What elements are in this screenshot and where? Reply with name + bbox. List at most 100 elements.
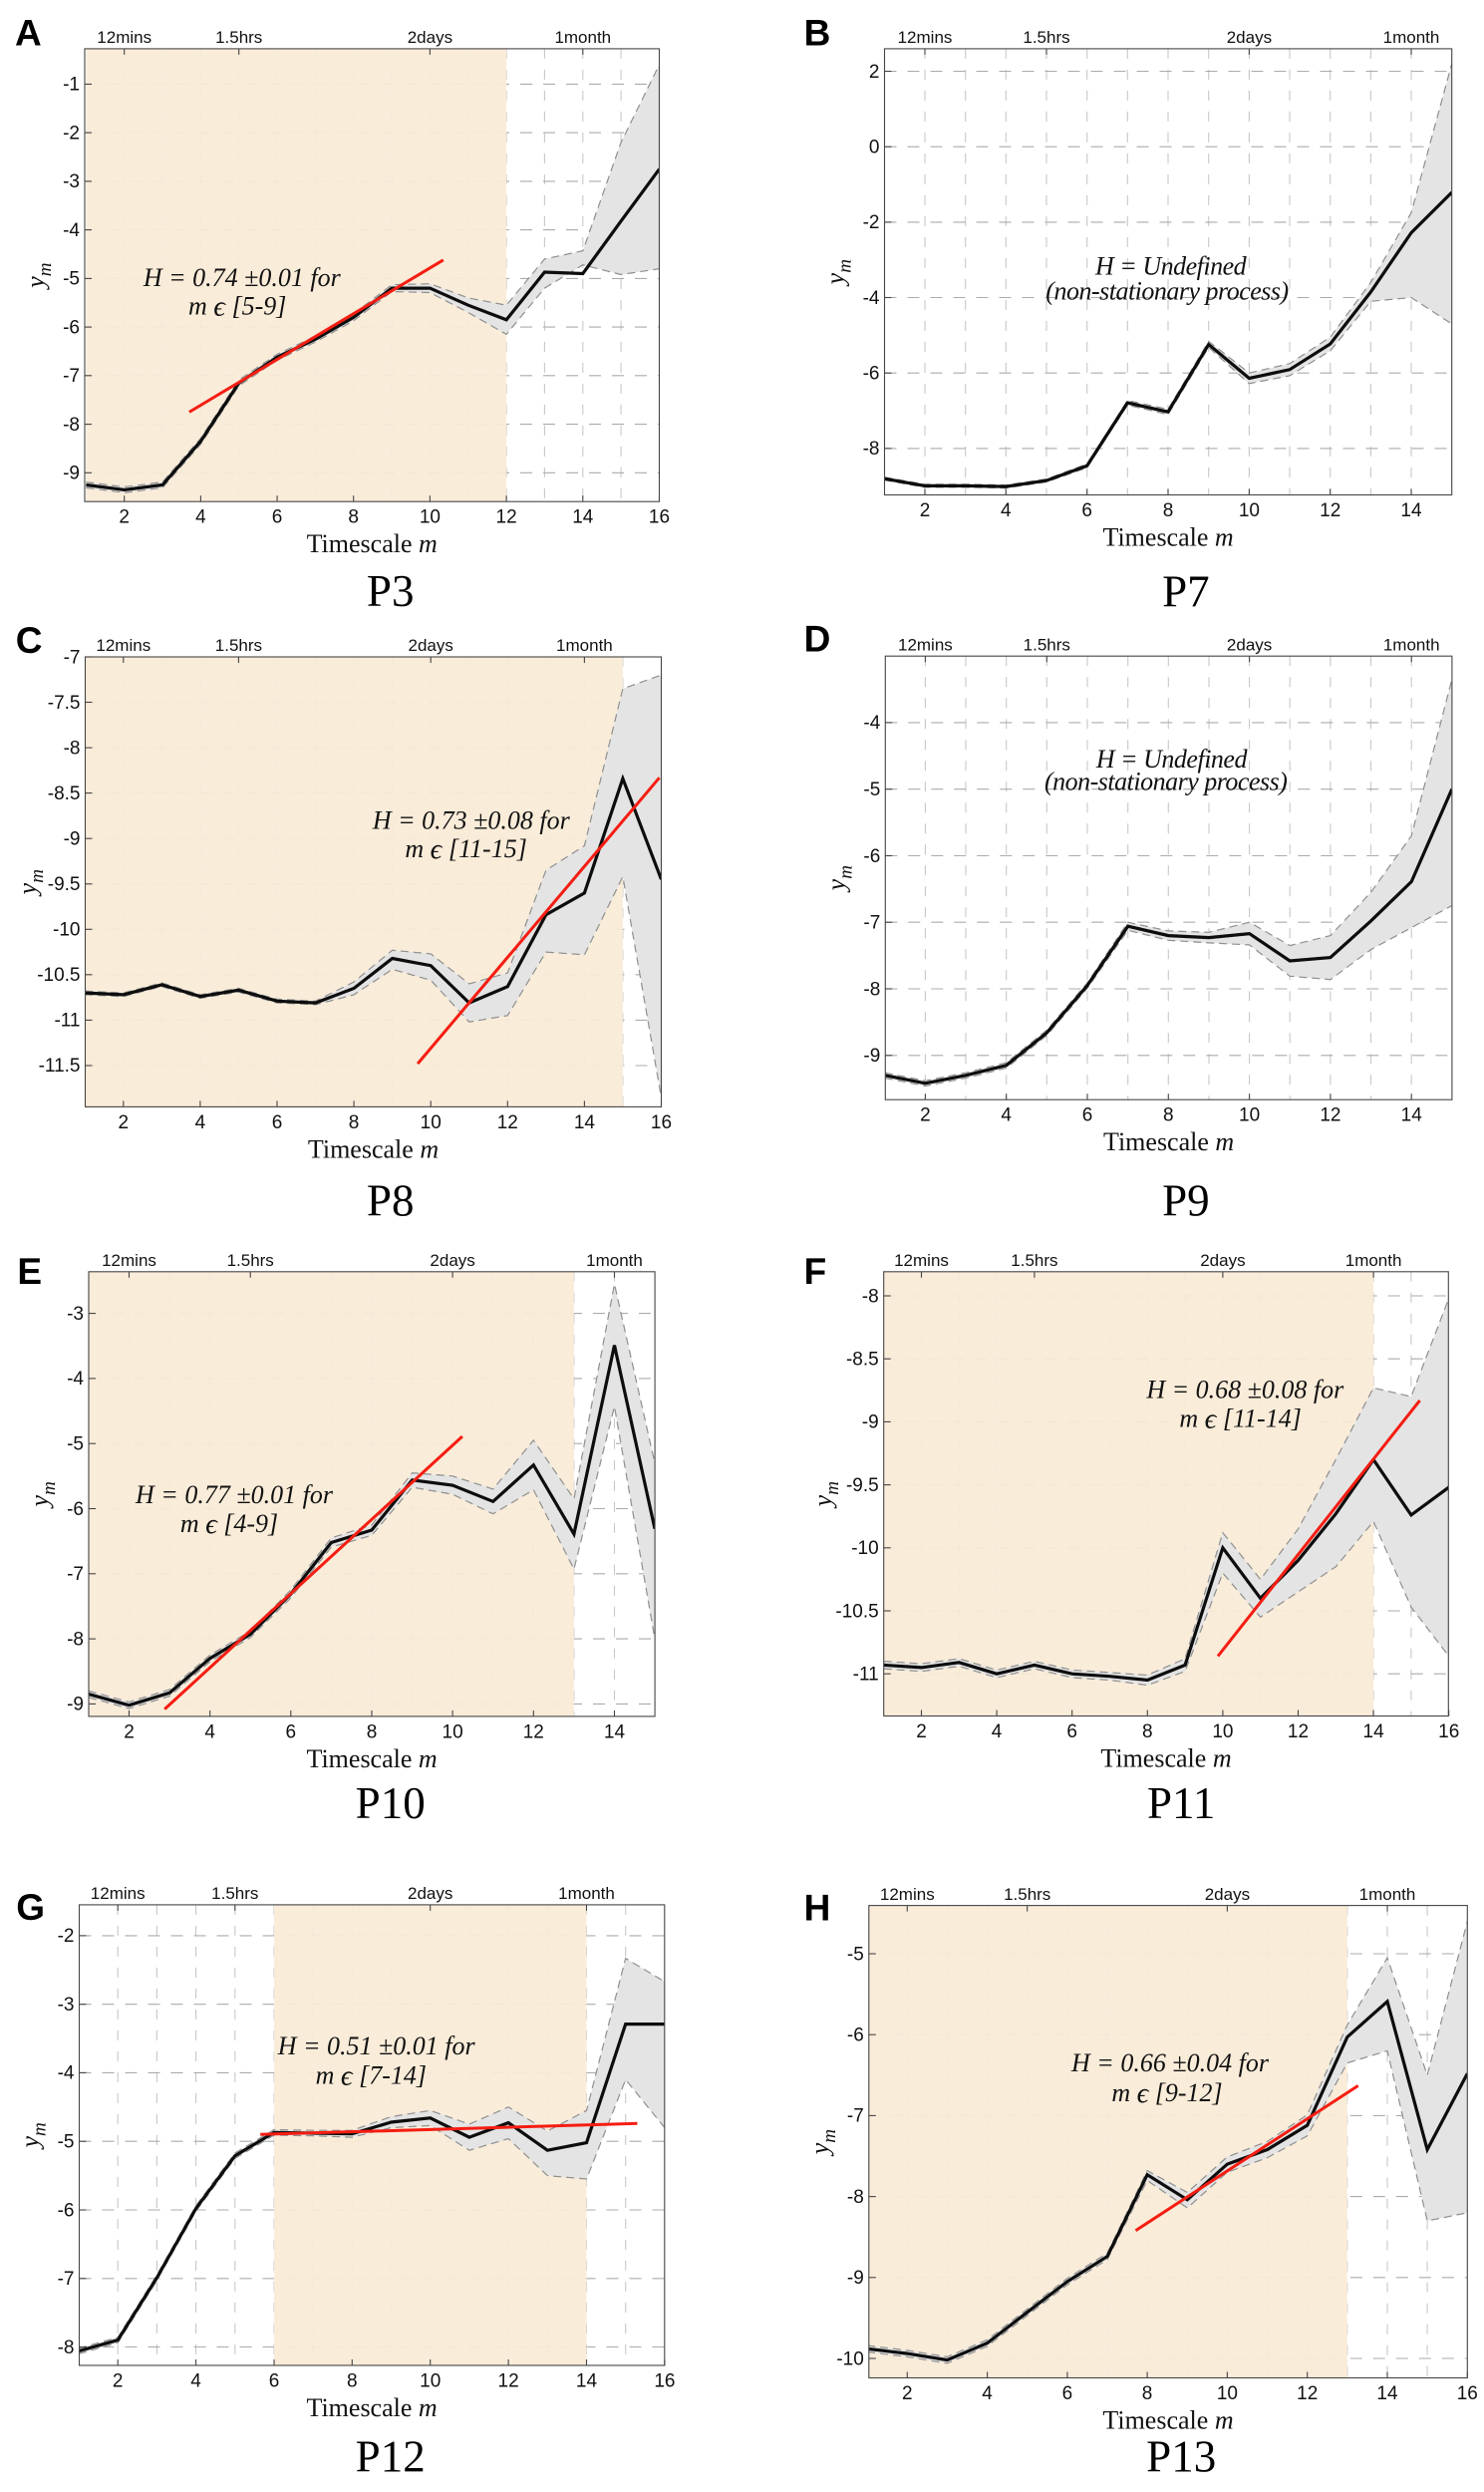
svg-text:12: 12 <box>498 2371 519 2392</box>
svg-text:-6: -6 <box>63 317 80 338</box>
svg-text:4: 4 <box>190 2371 201 2392</box>
svg-text:1.5hrs: 1.5hrs <box>1024 635 1070 654</box>
svg-text:12mins: 12mins <box>102 1251 156 1270</box>
svg-text:-9: -9 <box>862 1412 879 1433</box>
svg-text:10: 10 <box>420 507 441 528</box>
svg-text:Timescale m: Timescale m <box>306 1744 437 1773</box>
svg-text:-6: -6 <box>863 364 880 385</box>
svg-text:10: 10 <box>1217 2383 1238 2404</box>
svg-text:P9: P9 <box>1162 1176 1210 1226</box>
svg-text:10: 10 <box>1212 1721 1233 1742</box>
svg-text:12mins: 12mins <box>91 1884 146 1903</box>
svg-text:14: 14 <box>572 507 594 528</box>
svg-text:m ϵ [4-9]: m ϵ [4-9] <box>180 1508 278 1540</box>
svg-text:-9.5: -9.5 <box>48 874 81 895</box>
svg-text:12: 12 <box>497 1112 518 1133</box>
svg-text:12: 12 <box>1288 1721 1309 1742</box>
svg-text:-10.5: -10.5 <box>37 965 80 986</box>
svg-text:1.5hrs: 1.5hrs <box>215 28 262 47</box>
svg-text:-7: -7 <box>863 913 880 934</box>
svg-text:1month: 1month <box>1383 635 1440 654</box>
svg-text:12mins: 12mins <box>898 28 953 47</box>
svg-text:P3: P3 <box>367 566 415 616</box>
svg-text:-10: -10 <box>851 1538 878 1559</box>
svg-text:1month: 1month <box>1359 1885 1416 1904</box>
svg-text:10: 10 <box>1239 500 1260 521</box>
svg-text:(non-stationary process): (non-stationary process) <box>1045 277 1288 306</box>
svg-text:1month: 1month <box>558 1884 615 1903</box>
svg-text:8: 8 <box>1142 1721 1153 1742</box>
svg-text:2: 2 <box>119 507 130 528</box>
svg-text:-2: -2 <box>863 212 880 233</box>
svg-text:2days: 2days <box>1205 1885 1250 1904</box>
svg-text:2days: 2days <box>409 636 453 655</box>
svg-text:6: 6 <box>1082 1105 1093 1126</box>
svg-text:-10.5: -10.5 <box>835 1601 878 1622</box>
svg-text:2days: 2days <box>408 1884 452 1903</box>
svg-text:P7: P7 <box>1162 567 1210 617</box>
svg-text:-8.5: -8.5 <box>48 783 81 804</box>
svg-text:12: 12 <box>1320 1105 1340 1126</box>
svg-text:6: 6 <box>269 2371 280 2392</box>
svg-text:Timescale m: Timescale m <box>1102 523 1233 552</box>
svg-text:12mins: 12mins <box>880 1885 935 1904</box>
svg-text:8: 8 <box>367 1721 378 1742</box>
svg-text:12: 12 <box>523 1721 544 1742</box>
svg-text:12mins: 12mins <box>96 636 150 655</box>
svg-text:m ϵ [11-14]: m ϵ [11-14] <box>1179 1403 1301 1435</box>
svg-text:1.5hrs: 1.5hrs <box>1004 1885 1050 1904</box>
svg-text:1.5hrs: 1.5hrs <box>227 1251 274 1270</box>
svg-text:4: 4 <box>982 2383 993 2404</box>
svg-text:16: 16 <box>1438 1721 1459 1742</box>
svg-text:12mins: 12mins <box>898 635 953 654</box>
svg-text:-11: -11 <box>54 1011 80 1032</box>
svg-text:-5: -5 <box>63 269 80 290</box>
svg-text:-7: -7 <box>58 2269 75 2290</box>
svg-text:12mins: 12mins <box>97 28 151 47</box>
svg-text:-4: -4 <box>863 288 880 309</box>
svg-text:(non-stationary process): (non-stationary process) <box>1044 768 1287 796</box>
svg-text:4: 4 <box>1001 500 1012 521</box>
svg-text:2: 2 <box>916 1721 927 1742</box>
svg-text:-4: -4 <box>63 220 80 241</box>
svg-text:-5: -5 <box>67 1434 84 1455</box>
svg-text:2days: 2days <box>430 1251 474 1270</box>
svg-text:2: 2 <box>869 62 880 83</box>
svg-text:-5: -5 <box>58 2132 75 2153</box>
svg-text:G: G <box>16 1887 45 1928</box>
svg-text:6: 6 <box>272 1112 283 1133</box>
svg-text:16: 16 <box>649 507 670 528</box>
svg-text:H = 0.66 ±0.04 for: H = 0.66 ±0.04 for <box>1070 2048 1270 2077</box>
svg-text:1month: 1month <box>554 28 611 47</box>
svg-text:P12: P12 <box>356 2432 426 2482</box>
svg-text:-5: -5 <box>863 779 880 800</box>
svg-text:2: 2 <box>920 500 931 521</box>
svg-text:Timescale m: Timescale m <box>307 529 438 558</box>
svg-text:2days: 2days <box>1227 635 1272 654</box>
svg-text:16: 16 <box>654 2371 675 2392</box>
svg-text:8: 8 <box>349 1112 360 1133</box>
svg-text:6: 6 <box>1062 2383 1073 2404</box>
svg-text:16: 16 <box>1457 2383 1478 2404</box>
svg-text:2days: 2days <box>408 28 452 47</box>
svg-text:H = Undefined: H = Undefined <box>1094 252 1248 281</box>
svg-text:-8: -8 <box>847 2187 864 2208</box>
svg-text:-2: -2 <box>58 1926 75 1947</box>
svg-text:-3: -3 <box>67 1304 84 1325</box>
svg-text:14: 14 <box>1401 1105 1423 1126</box>
svg-text:-8: -8 <box>862 1286 879 1307</box>
svg-text:P13: P13 <box>1146 2432 1216 2482</box>
svg-text:4: 4 <box>195 507 206 528</box>
svg-text:-1: -1 <box>63 75 80 96</box>
svg-text:12mins: 12mins <box>894 1251 949 1270</box>
svg-text:D: D <box>804 618 831 659</box>
svg-text:Timescale m: Timescale m <box>1100 1744 1231 1773</box>
svg-text:Timescale m: Timescale m <box>1102 2406 1233 2435</box>
svg-text:1.5hrs: 1.5hrs <box>211 1884 258 1903</box>
svg-text:-8: -8 <box>67 1629 84 1650</box>
svg-text:8: 8 <box>347 2371 358 2392</box>
svg-text:-6: -6 <box>67 1499 84 1520</box>
svg-text:-9: -9 <box>67 1695 84 1715</box>
svg-text:-10: -10 <box>836 2348 863 2369</box>
svg-text:Timescale m: Timescale m <box>308 1134 439 1163</box>
